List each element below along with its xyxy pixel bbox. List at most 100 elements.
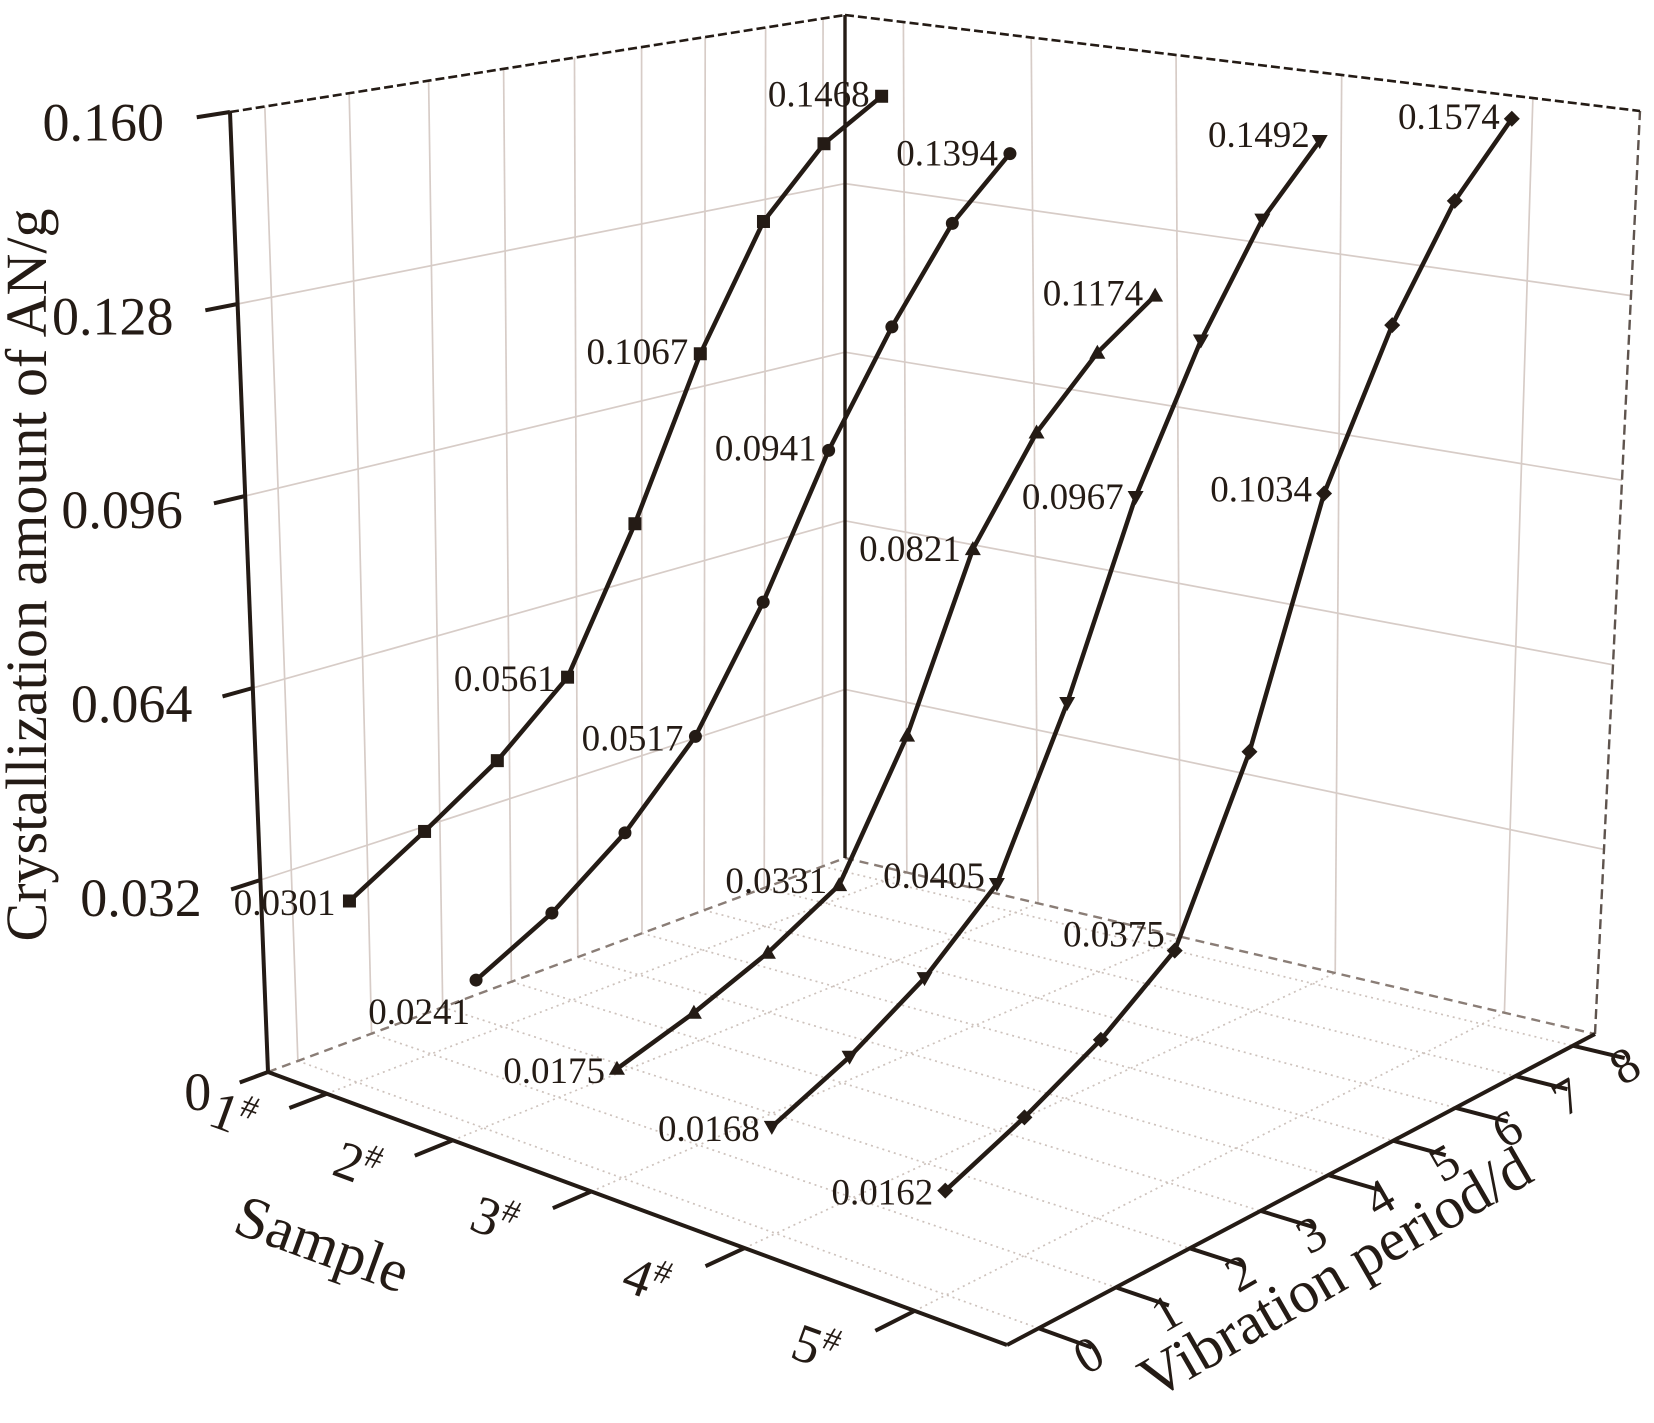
y-tick-label: 0.128 [52, 286, 174, 346]
point-value-label: 0.0168 [658, 1109, 760, 1150]
sample-tick [414, 1138, 454, 1158]
data-point-marker [1059, 696, 1076, 711]
data-point-marker [469, 973, 483, 987]
data-point-marker [1384, 317, 1401, 334]
data-point-marker [1192, 334, 1209, 349]
y-axis-title: Crystallization amount of AN/g [0, 209, 59, 942]
data-point-marker [561, 670, 575, 684]
vibration-tick [1455, 1105, 1509, 1124]
data-point-marker [899, 727, 916, 742]
data-point-marker [945, 216, 959, 230]
top-right-edge [844, 13, 1641, 113]
series-4# [763, 135, 1328, 1135]
data-point-marker [1127, 490, 1144, 505]
sample-tick [552, 1189, 593, 1210]
data-point-marker [831, 877, 848, 892]
data-point-marker [1028, 424, 1045, 439]
data-point-marker [693, 347, 707, 361]
y-tick [196, 110, 231, 120]
data-point-marker [1241, 743, 1258, 760]
data-point-marker [988, 877, 1005, 892]
point-value-label: 0.0821 [859, 529, 961, 570]
data-point-marker [1016, 1109, 1033, 1126]
sample-tick-label: 2# [326, 1128, 388, 1200]
data-point-marker [937, 1182, 954, 1199]
data-point-marker [688, 729, 702, 743]
point-value-label: 0.0175 [503, 1051, 605, 1092]
vibration-tick [1259, 1208, 1314, 1229]
data-point-marker [756, 595, 770, 609]
vibration-tick [1037, 1326, 1093, 1350]
data-point-marker [1166, 942, 1183, 959]
data-point-marker [916, 972, 933, 987]
data-point-marker [822, 443, 836, 457]
data-point-marker [1503, 110, 1520, 127]
vibration-tick [1189, 1246, 1244, 1268]
data-point-marker [1147, 287, 1164, 302]
floor-grid [297, 865, 1574, 1330]
data-point-marker [1254, 213, 1271, 228]
data-point-marker [964, 541, 981, 556]
vibration-tick [1327, 1173, 1382, 1193]
data-point-marker [342, 894, 356, 908]
point-value-label: 0.1574 [1398, 97, 1500, 138]
data-point-marker [1316, 485, 1333, 502]
vibration-tick [1514, 1074, 1568, 1092]
floor-left-junction [267, 856, 846, 1074]
y-tick [213, 494, 246, 506]
data-point-marker [763, 1120, 780, 1135]
right-vertical-edge [1593, 110, 1642, 1035]
y-tick [239, 1070, 269, 1085]
data-point-marker [628, 517, 642, 531]
wall-grid [237, 18, 1632, 1061]
box-edges [229, 13, 1642, 1074]
series-1# [342, 89, 889, 908]
data-point-marker [875, 89, 889, 103]
series-3# [608, 287, 1164, 1075]
data-point-marker [1003, 147, 1017, 161]
point-value-label: 0.0517 [582, 718, 684, 759]
point-value-label: 0.1174 [1043, 274, 1143, 315]
point-value-label: 0.1468 [768, 74, 870, 115]
sample-tick [704, 1246, 746, 1269]
y-axis [228, 111, 270, 1073]
data-point-marker [841, 1050, 858, 1065]
point-value-label: 0.0967 [1022, 477, 1124, 518]
y-tick-label: 0.160 [43, 92, 165, 152]
point-value-label: 0.1492 [1208, 115, 1310, 156]
y-tick [204, 302, 238, 313]
series-2# [469, 147, 1017, 987]
series-5# [937, 110, 1520, 1199]
data-point-marker [1092, 1031, 1109, 1048]
y-axis-ticks: 0 0.032 0.064 0.096 0.128 0.160 [43, 92, 269, 1122]
vibration-axis [1006, 1032, 1596, 1347]
y-tick [230, 878, 262, 892]
data-point-marker [1089, 344, 1106, 359]
point-value-label: 0.0405 [883, 856, 985, 897]
data-point-marker [545, 906, 559, 920]
point-value-label: 0.0162 [832, 1173, 934, 1214]
point-value-label: 0.0375 [1063, 915, 1165, 956]
sample-tick [874, 1309, 916, 1333]
y-tick-label: 0 [184, 1062, 211, 1122]
axes [228, 111, 1596, 1347]
point-value-label: 0.0301 [234, 883, 336, 924]
point-value-label: 0.1394 [896, 134, 998, 175]
sample-tick [288, 1091, 328, 1110]
point-value-label: 0.0241 [368, 992, 470, 1033]
data-point-marker [756, 214, 770, 228]
y-tick-label: 0.032 [80, 868, 202, 928]
floor-right-junction [844, 856, 1596, 1036]
point-value-labels: 0.0301 0.0561 0.1067 0.1468 0.0241 0.0517 0.09… [234, 74, 1500, 1213]
sample-axis [267, 1070, 1008, 1347]
vibration-tick [1572, 1043, 1626, 1061]
data-point-marker [608, 1060, 625, 1075]
data-point-marker [490, 754, 504, 768]
data-point-marker [759, 944, 776, 959]
data-point-marker [817, 137, 831, 151]
data-point-marker [618, 826, 632, 840]
